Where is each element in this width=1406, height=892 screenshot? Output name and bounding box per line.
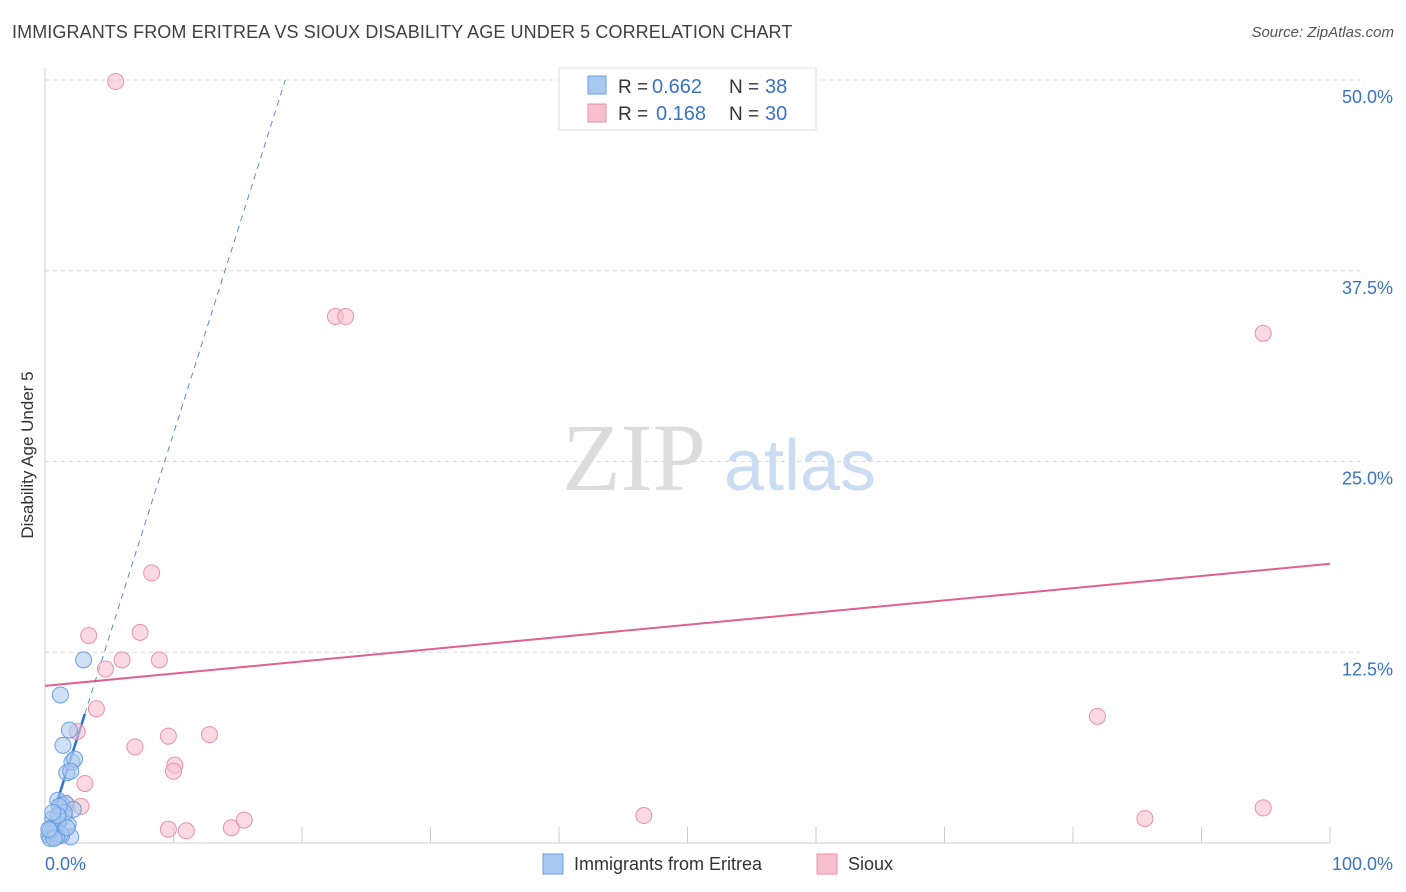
point-sioux [126,738,144,756]
data-points [40,73,1272,847]
point-eritrea [60,721,78,739]
source-label: Source: ZipAtlas.com [1251,24,1394,41]
point-sioux [113,651,131,669]
legend-r-value-1: 0.662 [652,76,702,98]
point-eritrea [75,651,93,669]
point-sioux [635,807,653,825]
point-sioux [80,626,98,644]
point-sioux [159,727,177,745]
watermark: ZIP atlas [562,404,876,511]
grid-lines [45,79,1360,653]
series-legend-label-sioux: Sioux [848,854,893,874]
point-sioux [131,623,149,641]
point-sioux [337,308,355,326]
point-sioux [1254,324,1272,342]
point-sioux [159,820,177,838]
tick-labels: 12.5% 25.0% 37.5% 50.0% 0.0% 100.0% [45,87,1393,874]
point-sioux [143,564,161,582]
legend-n-label-2: N = [729,104,759,125]
point-sioux [96,660,114,678]
y-tick-label: 50.0% [1342,87,1393,107]
point-eritrea [58,819,76,837]
x-tick-label: 100.0% [1332,854,1393,874]
point-sioux [87,700,105,718]
legend-r-label-1: R = [618,77,648,98]
legend-swatch-pink [587,103,607,123]
y-tick-label: 12.5% [1342,659,1393,679]
series-legend: Immigrants from Eritrea Sioux [542,853,893,875]
point-eritrea [62,762,80,780]
legend-n-value-2: 30 [765,103,787,125]
series-legend-swatch-sioux [816,853,838,875]
series-legend-label-eritrea: Immigrants from Eritrea [574,854,763,874]
chart-title: IMMIGRANTS FROM ERITREA VS SIOUX DISABIL… [12,22,793,42]
trend-line-sioux [44,562,1331,687]
point-sioux [150,651,168,669]
point-sioux [177,822,195,840]
series-legend-swatch-eritrea [542,853,564,875]
legend-n-label-1: N = [729,77,759,98]
point-sioux [107,73,125,91]
point-sioux [76,774,94,792]
legend-r-value-2: 0.168 [656,103,706,125]
point-eritrea [54,736,72,754]
point-eritrea [44,803,62,821]
point-sioux [1254,799,1272,817]
watermark-zip: ZIP [562,404,706,511]
watermark-atlas: atlas [724,426,876,506]
point-sioux [235,811,253,829]
point-sioux [165,762,182,780]
trend-line-eritrea-extended [44,79,286,841]
legend-n-value-1: 38 [765,76,787,98]
axes [44,68,1331,844]
legend-swatch-blue [587,75,607,95]
legend-r-label-2: R = [618,104,648,125]
point-sioux [222,819,240,837]
point-sioux [1088,707,1106,725]
y-tick-label: 37.5% [1342,278,1393,298]
y-tick-label: 25.0% [1342,469,1393,489]
point-eritrea [40,820,58,838]
x-tick-label: 0.0% [45,854,86,874]
point-eritrea [51,686,69,704]
point-sioux [1136,810,1154,828]
stats-legend: R = 0.662 N = 38 R = 0.168 N = 30 [558,67,817,131]
point-sioux [200,726,218,744]
